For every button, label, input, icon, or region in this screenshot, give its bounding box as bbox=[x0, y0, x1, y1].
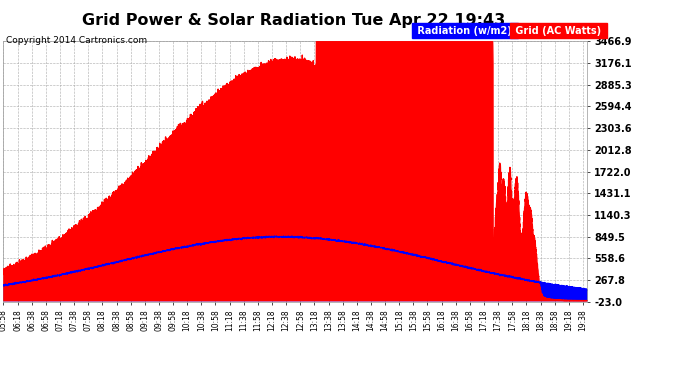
Text: Radiation (w/m2): Radiation (w/m2) bbox=[414, 26, 515, 36]
Text: Grid Power & Solar Radiation Tue Apr 22 19:43: Grid Power & Solar Radiation Tue Apr 22 … bbox=[81, 13, 505, 28]
Text: Copyright 2014 Cartronics.com: Copyright 2014 Cartronics.com bbox=[6, 36, 147, 45]
Text: Grid (AC Watts): Grid (AC Watts) bbox=[512, 26, 604, 36]
